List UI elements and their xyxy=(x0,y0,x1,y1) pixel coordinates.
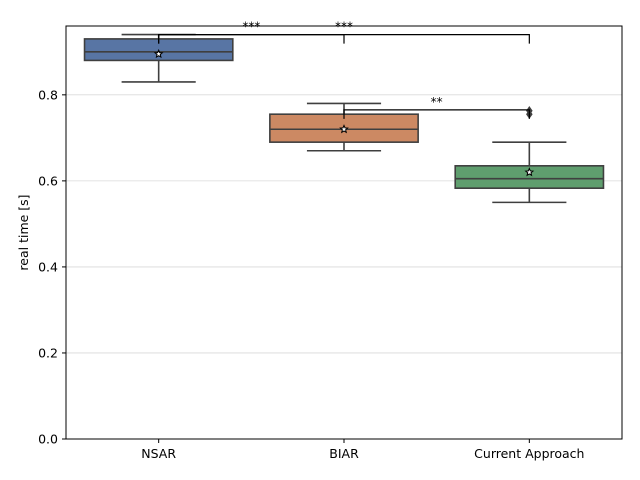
bracket-line xyxy=(343,109,530,119)
y-tick-label: 0.0 xyxy=(38,432,58,447)
mean-marker xyxy=(153,48,164,59)
significance-brackets: *** ***** xyxy=(158,20,530,119)
significance-label: *** xyxy=(242,20,260,34)
y-tick-label: 0.2 xyxy=(38,345,58,360)
mean-marker xyxy=(339,124,349,134)
significance-label: *** xyxy=(335,20,353,34)
significance-bracket: *** xyxy=(158,20,530,44)
x-tick-label: Current Approach xyxy=(474,446,584,461)
box-group xyxy=(454,106,605,204)
significance-bracket: ** xyxy=(343,95,530,119)
bracket-line xyxy=(158,34,530,44)
y-tick-label: 0.8 xyxy=(38,87,58,102)
grid-lines xyxy=(66,94,622,354)
plot-area-frame xyxy=(65,25,623,440)
box-group xyxy=(83,33,234,83)
box-plots xyxy=(83,33,605,204)
x-tick-label: NSAR xyxy=(141,446,176,461)
significance-label: ** xyxy=(431,95,443,109)
y-tick-label: 0.4 xyxy=(38,259,58,274)
y-axis-label: real time [s] xyxy=(16,194,31,270)
x-tick-label: BIAR xyxy=(329,446,359,461)
box-body xyxy=(454,165,605,189)
mean-marker xyxy=(524,167,535,177)
axis-ticks: 0.0 0.2 0.4 0.6 0.8 NSAR BIAR Current Approach xyxy=(38,87,584,461)
y-tick-label: 0.6 xyxy=(38,173,58,188)
